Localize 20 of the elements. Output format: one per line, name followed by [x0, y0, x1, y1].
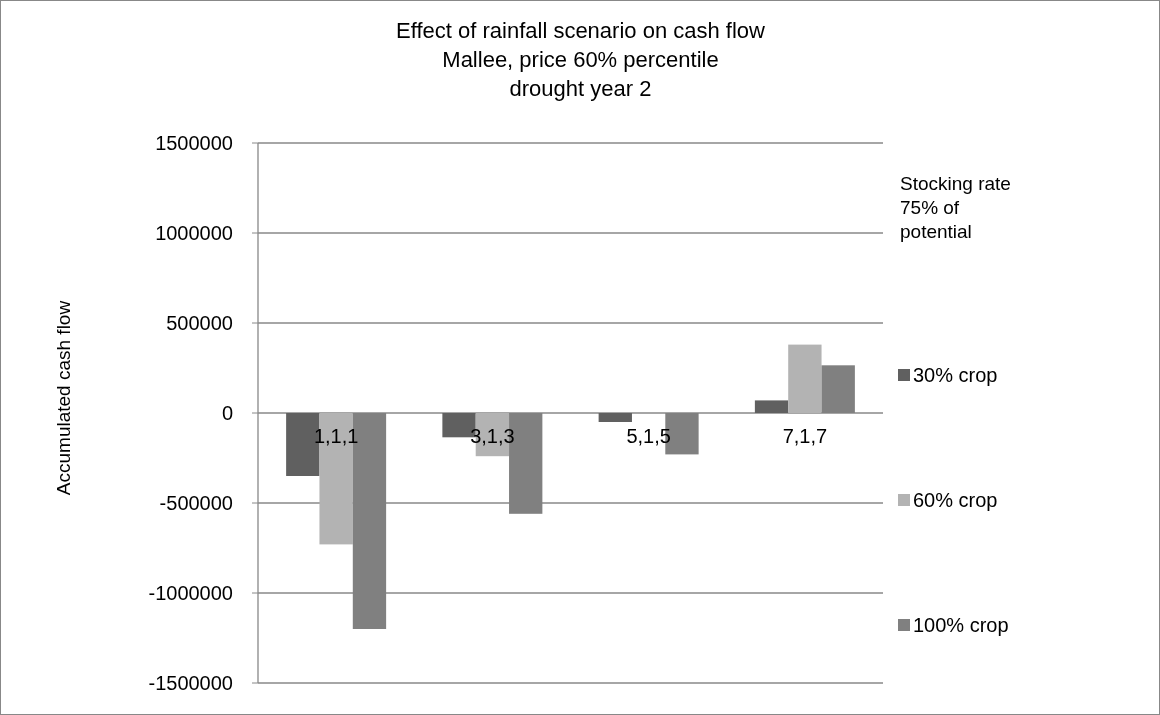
legend-label: 60% crop	[913, 489, 998, 511]
x-tick-label: 5,1,5	[626, 425, 671, 447]
x-tick-label: 7,1,7	[782, 425, 828, 447]
bar	[754, 400, 789, 413]
bar	[788, 344, 822, 413]
chart-title: Effect of rainfall scenario on cash flow Mallee, price 60% percentile drought year 2	[396, 18, 766, 101]
y-axis-title: Accumulated cash flow	[53, 300, 74, 496]
y-tick-label: -500000	[159, 492, 233, 514]
y-tick-label: 0	[221, 402, 233, 424]
y-tick-label: 1000000	[155, 222, 233, 244]
legend-title: Stocking rate 75% of potential	[900, 173, 1011, 242]
y-tick-label: -1000000	[148, 582, 233, 604]
y-tick-label: 500000	[166, 312, 233, 334]
y-tick-label: -1500000	[148, 672, 233, 694]
x-tick-label: 3,1,3	[470, 425, 515, 447]
legend-label: 100% crop	[913, 614, 1009, 636]
x-tick-label: 1,1,1	[313, 425, 359, 447]
bar	[598, 413, 632, 422]
y-tick-label: 1500000	[155, 132, 233, 154]
legend-label: 30% crop	[913, 364, 998, 386]
